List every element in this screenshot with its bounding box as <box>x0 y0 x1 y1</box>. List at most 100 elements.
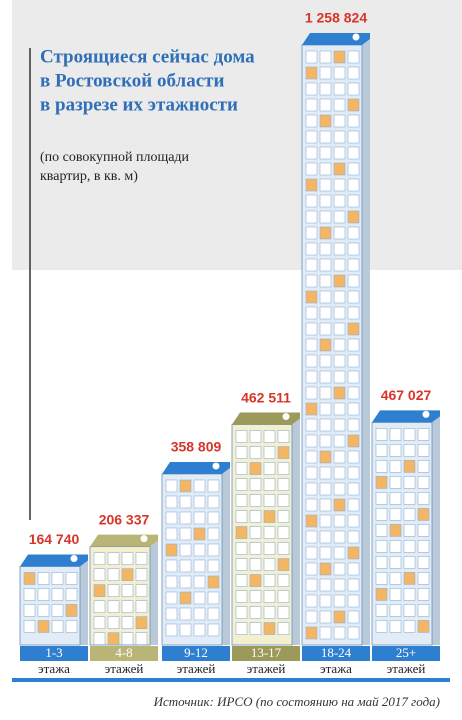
window <box>179 575 192 589</box>
window <box>375 476 388 489</box>
window <box>207 591 220 605</box>
window <box>403 508 416 521</box>
window <box>263 622 276 635</box>
window <box>51 588 64 601</box>
source: Источник: ИРСО (по состоянию на май 2017… <box>153 694 440 709</box>
window <box>305 610 318 624</box>
title-line: в Ростовской области <box>40 70 224 91</box>
window <box>375 460 388 473</box>
window <box>263 430 276 443</box>
value-label: 206 337 <box>99 511 150 527</box>
window <box>263 462 276 475</box>
window <box>347 274 360 288</box>
window <box>417 492 430 505</box>
window <box>375 572 388 585</box>
window <box>389 492 402 505</box>
roof <box>20 554 88 567</box>
window <box>347 450 360 464</box>
window <box>263 590 276 603</box>
window <box>249 446 262 459</box>
window <box>333 402 346 416</box>
category-label: 13-17 <box>251 645 282 660</box>
window <box>319 98 332 112</box>
window <box>121 600 134 613</box>
window <box>305 546 318 560</box>
window <box>417 524 430 537</box>
window <box>319 402 332 416</box>
window <box>193 527 206 541</box>
window <box>305 274 318 288</box>
window <box>389 508 402 521</box>
window <box>193 623 206 637</box>
window <box>263 494 276 507</box>
roof-lamp <box>140 535 148 543</box>
window <box>121 584 134 597</box>
category-box <box>20 646 88 661</box>
window <box>389 604 402 617</box>
window <box>375 588 388 601</box>
window <box>305 354 318 368</box>
window <box>107 632 120 645</box>
window <box>305 146 318 160</box>
window <box>403 428 416 441</box>
window <box>305 50 318 64</box>
title-line: в разрезе их этажности <box>40 94 238 115</box>
window <box>249 526 262 539</box>
window <box>347 562 360 576</box>
window <box>235 574 248 587</box>
window <box>305 114 318 128</box>
window <box>333 498 346 512</box>
window <box>375 540 388 553</box>
window <box>319 370 332 384</box>
window <box>305 530 318 544</box>
window <box>305 466 318 480</box>
window <box>305 322 318 336</box>
roof-lamp <box>352 33 360 41</box>
window <box>235 462 248 475</box>
window <box>333 258 346 272</box>
window <box>305 226 318 240</box>
window <box>333 82 346 96</box>
window <box>277 478 290 491</box>
window <box>235 590 248 603</box>
window <box>417 428 430 441</box>
window <box>417 572 430 585</box>
window <box>165 495 178 509</box>
window <box>333 146 346 160</box>
window <box>319 338 332 352</box>
window <box>333 594 346 608</box>
window <box>93 552 106 565</box>
window <box>319 242 332 256</box>
window <box>319 178 332 192</box>
window <box>347 402 360 416</box>
window <box>249 590 262 603</box>
building-side <box>222 467 230 645</box>
window <box>277 606 290 619</box>
window <box>333 322 346 336</box>
window <box>389 572 402 585</box>
window <box>347 226 360 240</box>
window <box>333 386 346 400</box>
window <box>179 495 192 509</box>
window <box>305 162 318 176</box>
window <box>347 578 360 592</box>
building-side <box>362 39 370 645</box>
window <box>347 98 360 112</box>
window <box>347 466 360 480</box>
window <box>179 623 192 637</box>
window <box>319 514 332 528</box>
window <box>65 588 78 601</box>
roof <box>302 33 370 45</box>
category-unit: этажей <box>387 661 426 676</box>
window <box>305 514 318 528</box>
roof-lamp <box>282 413 290 421</box>
window <box>305 306 318 320</box>
window <box>319 322 332 336</box>
window <box>417 540 430 553</box>
window <box>333 210 346 224</box>
category-label: 18-24 <box>321 645 352 660</box>
window <box>179 591 192 605</box>
window <box>107 616 120 629</box>
window <box>389 460 402 473</box>
window <box>403 460 416 473</box>
